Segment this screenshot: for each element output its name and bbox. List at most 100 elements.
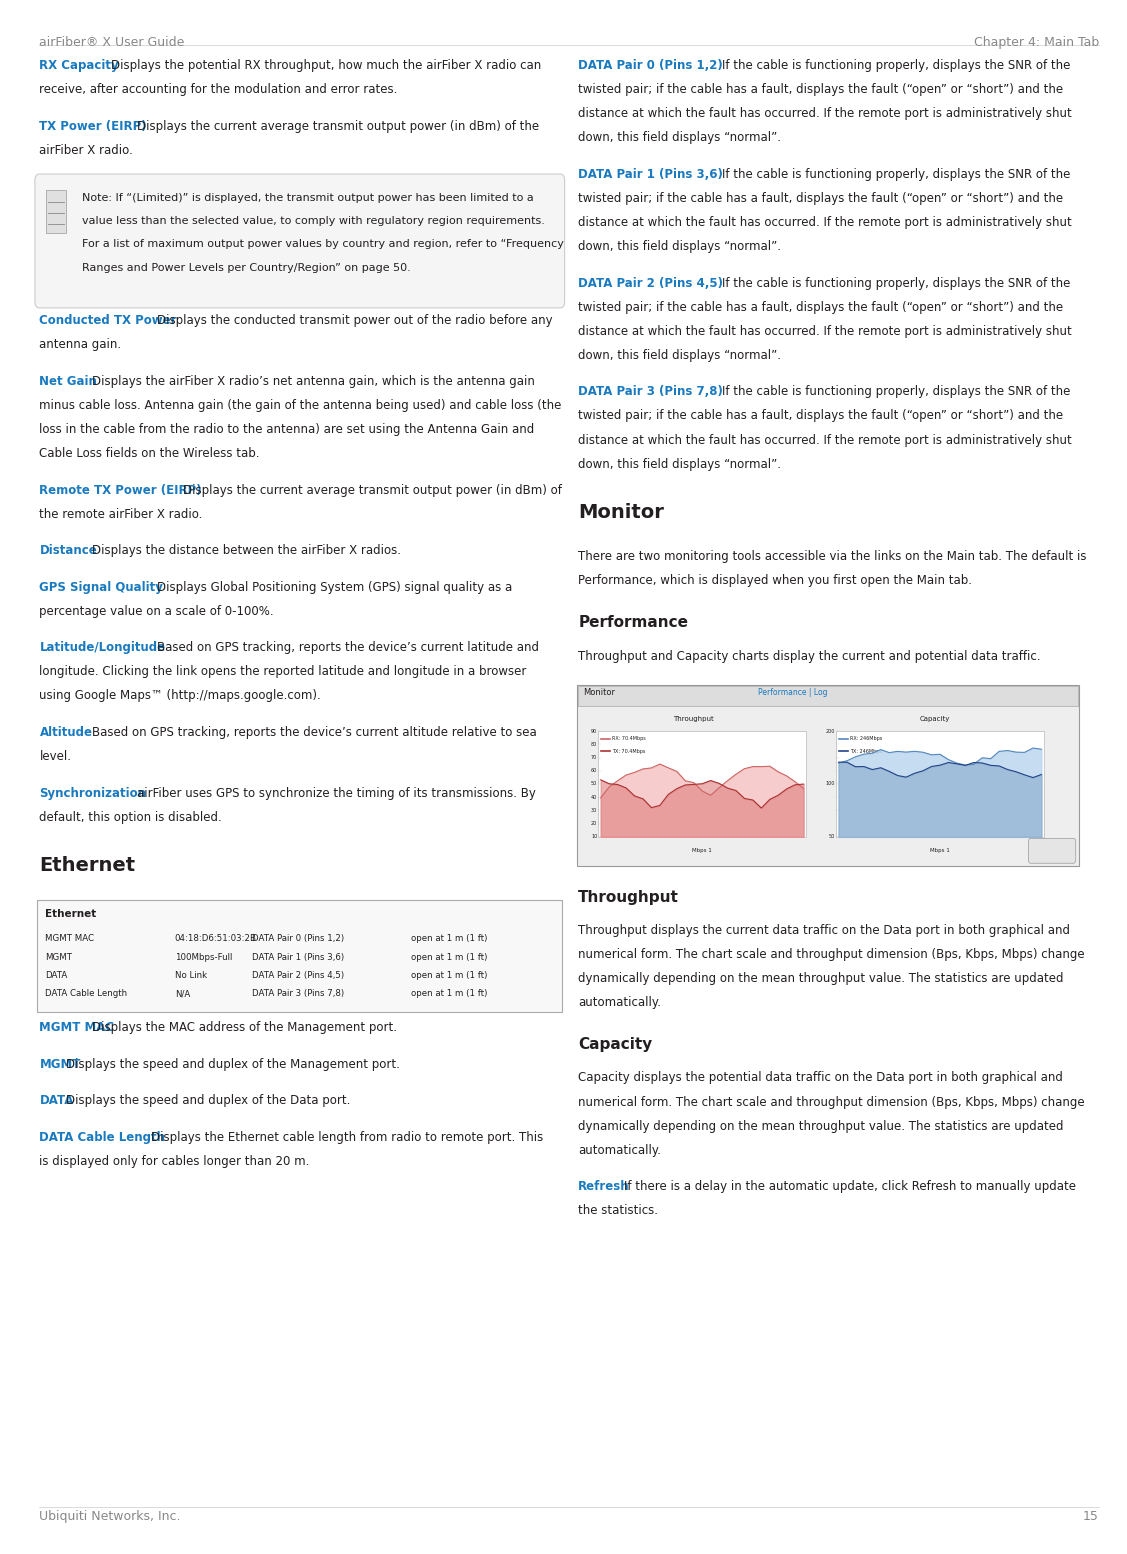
Text: 80: 80	[591, 741, 597, 747]
Text: Net Gain: Net Gain	[39, 375, 97, 388]
Text: using Google Maps™ (http://maps.google.com).: using Google Maps™ (http://maps.google.c…	[39, 690, 321, 702]
Text: TX: 70.4Mbps: TX: 70.4Mbps	[612, 749, 646, 754]
FancyBboxPatch shape	[46, 190, 66, 233]
Text: DATA Pair 0 (Pins 1,2): DATA Pair 0 (Pins 1,2)	[252, 934, 345, 943]
Text: Capacity: Capacity	[920, 715, 950, 721]
Text: Displays the airFiber X radio’s net antenna gain, which is the antenna gain: Displays the airFiber X radio’s net ante…	[91, 375, 534, 388]
Text: If the cable is functioning properly, displays the SNR of the: If the cable is functioning properly, di…	[722, 277, 1071, 289]
Text: automatically.: automatically.	[578, 996, 662, 1009]
Text: Ethernet: Ethernet	[45, 909, 96, 920]
Text: airFiber® X User Guide: airFiber® X User Guide	[39, 36, 185, 48]
Text: TX Power (EIRP): TX Power (EIRP)	[39, 120, 147, 132]
Text: Displays the current average transmit output power (in dBm) of: Displays the current average transmit ou…	[184, 483, 562, 497]
Text: 50: 50	[828, 834, 835, 839]
Text: Synchronization: Synchronization	[39, 786, 147, 800]
Text: Displays Global Positioning System (GPS) signal quality as a: Displays Global Positioning System (GPS)…	[157, 581, 513, 594]
Text: Note: If “(Limited)” is displayed, the transmit output power has been limited to: Note: If “(Limited)” is displayed, the t…	[82, 193, 534, 202]
Text: N/A: N/A	[175, 990, 190, 998]
Text: is displayed only for cables longer than 20 m.: is displayed only for cables longer than…	[39, 1155, 310, 1169]
Text: down, this field displays “normal”.: down, this field displays “normal”.	[578, 131, 781, 145]
Text: 90: 90	[592, 729, 597, 733]
Text: Capacity: Capacity	[578, 1037, 653, 1052]
Text: Distance: Distance	[39, 544, 97, 558]
Text: Monitor: Monitor	[583, 687, 614, 696]
Text: distance at which the fault has occurred. If the remote port is administratively: distance at which the fault has occurred…	[578, 107, 1072, 120]
Text: MGMT: MGMT	[45, 953, 72, 962]
Text: Refresh: Refresh	[578, 1179, 630, 1193]
Text: distance at which the fault has occurred. If the remote port is administratively: distance at which the fault has occurred…	[578, 325, 1072, 337]
Text: open at 1 m (1 ft): open at 1 m (1 ft)	[411, 971, 488, 981]
Text: DATA Pair 1 (Pins 3,6): DATA Pair 1 (Pins 3,6)	[578, 168, 724, 180]
Text: 10: 10	[591, 834, 597, 839]
Text: numerical form. The chart scale and throughput dimension (Bps, Kbps, Mbps) chang: numerical form. The chart scale and thro…	[578, 948, 1085, 960]
Text: default, this option is disabled.: default, this option is disabled.	[39, 811, 222, 824]
Text: longitude. Clicking the link opens the reported latitude and longitude in a brow: longitude. Clicking the link opens the r…	[39, 665, 526, 679]
Text: minus cable loss. Antenna gain (the gain of the antenna being used) and cable lo: minus cable loss. Antenna gain (the gain…	[39, 399, 562, 412]
Text: Performance | Log: Performance | Log	[758, 687, 828, 696]
Text: DATA Pair 1 (Pins 3,6): DATA Pair 1 (Pins 3,6)	[252, 953, 345, 962]
Text: Displays the MAC address of the Management port.: Displays the MAC address of the Manageme…	[91, 1021, 397, 1035]
Text: distance at which the fault has occurred. If the remote port is administratively: distance at which the fault has occurred…	[578, 216, 1072, 228]
Text: If the cable is functioning properly, displays the SNR of the: If the cable is functioning properly, di…	[722, 385, 1071, 398]
Text: distance at which the fault has occurred. If the remote port is administratively: distance at which the fault has occurred…	[578, 434, 1072, 446]
Text: DATA Cable Length: DATA Cable Length	[45, 990, 127, 998]
Text: Ubiquiti Networks, Inc.: Ubiquiti Networks, Inc.	[39, 1510, 181, 1523]
Text: Throughput: Throughput	[578, 889, 680, 904]
Text: 60: 60	[591, 768, 597, 774]
Text: Performance: Performance	[578, 615, 689, 631]
Text: value less than the selected value, to comply with regulatory region requirement: value less than the selected value, to c…	[82, 216, 545, 225]
Text: Throughput: Throughput	[673, 715, 713, 721]
Text: 200: 200	[826, 729, 835, 733]
Text: Conducted TX Power: Conducted TX Power	[39, 314, 177, 328]
Text: MGMT: MGMT	[39, 1058, 81, 1071]
Text: Remote TX Power (EIRP): Remote TX Power (EIRP)	[39, 483, 202, 497]
Text: If there is a delay in the automatic update, click Refresh to manually update: If there is a delay in the automatic upd…	[624, 1179, 1076, 1193]
Text: DATA: DATA	[45, 971, 68, 981]
Text: down, this field displays “normal”.: down, this field displays “normal”.	[578, 348, 781, 362]
Text: RX Capacity: RX Capacity	[39, 59, 119, 71]
Text: open at 1 m (1 ft): open at 1 m (1 ft)	[411, 953, 488, 962]
Text: numerical form. The chart scale and throughput dimension (Bps, Kbps, Mbps) chang: numerical form. The chart scale and thro…	[578, 1096, 1085, 1108]
Text: airFiber X radio.: airFiber X radio.	[39, 143, 133, 157]
Text: twisted pair; if the cable has a fault, displays the fault (“open” or “short”) a: twisted pair; if the cable has a fault, …	[578, 300, 1063, 314]
Text: twisted pair; if the cable has a fault, displays the fault (“open” or “short”) a: twisted pair; if the cable has a fault, …	[578, 191, 1063, 205]
Text: Throughput and Capacity charts display the current and potential data traffic.: Throughput and Capacity charts display t…	[578, 650, 1040, 662]
Text: If the cable is functioning properly, displays the SNR of the: If the cable is functioning properly, di…	[722, 59, 1071, 71]
Text: receive, after accounting for the modulation and error rates.: receive, after accounting for the modula…	[39, 82, 398, 96]
Text: Displays the speed and duplex of the Data port.: Displays the speed and duplex of the Dat…	[65, 1094, 350, 1108]
Text: Based on GPS tracking, reports the device’s current latitude and: Based on GPS tracking, reports the devic…	[157, 642, 539, 654]
Text: open at 1 m (1 ft): open at 1 m (1 ft)	[411, 990, 488, 998]
Text: 70: 70	[591, 755, 597, 760]
Text: Chapter 4: Main Tab: Chapter 4: Main Tab	[974, 36, 1099, 48]
Text: Displays the speed and duplex of the Management port.: Displays the speed and duplex of the Man…	[65, 1058, 399, 1071]
Text: DATA Pair 3 (Pins 7,8): DATA Pair 3 (Pins 7,8)	[252, 990, 345, 998]
Text: Displays the Ethernet cable length from radio to remote port. This: Displays the Ethernet cable length from …	[151, 1131, 543, 1144]
Text: If the cable is functioning properly, displays the SNR of the: If the cable is functioning properly, di…	[722, 168, 1071, 180]
Text: There are two monitoring tools accessible via the links on the Main tab. The def: There are two monitoring tools accessibl…	[578, 550, 1086, 563]
Text: DATA Cable Length: DATA Cable Length	[39, 1131, 166, 1144]
Text: DATA Pair 3 (Pins 7,8): DATA Pair 3 (Pins 7,8)	[578, 385, 724, 398]
Text: 100Mbps-Full: 100Mbps-Full	[175, 953, 232, 962]
Text: Performance, which is displayed when you first open the Main tab.: Performance, which is displayed when you…	[578, 573, 973, 587]
Text: Ranges and Power Levels per Country/Region” on page 50.: Ranges and Power Levels per Country/Regi…	[82, 263, 411, 274]
Text: twisted pair; if the cable has a fault, displays the fault (“open” or “short”) a: twisted pair; if the cable has a fault, …	[578, 82, 1063, 96]
Text: Displays the conducted transmit power out of the radio before any: Displays the conducted transmit power ou…	[157, 314, 552, 328]
Text: Based on GPS tracking, reports the device’s current altitude relative to sea: Based on GPS tracking, reports the devic…	[91, 726, 536, 740]
Text: DATA Pair 0 (Pins 1,2): DATA Pair 0 (Pins 1,2)	[578, 59, 722, 71]
Text: Latitude/Longitude: Latitude/Longitude	[39, 642, 166, 654]
Text: MGMT MAC: MGMT MAC	[45, 934, 94, 943]
Text: RX: 246Mbps: RX: 246Mbps	[850, 737, 882, 741]
Text: 100: 100	[826, 782, 835, 786]
Text: Displays the current average transmit output power (in dBm) of the: Displays the current average transmit ou…	[137, 120, 540, 132]
Text: antenna gain.: antenna gain.	[39, 339, 122, 351]
Text: DATA Pair 2 (Pins 4,5): DATA Pair 2 (Pins 4,5)	[252, 971, 345, 981]
Text: down, this field displays “normal”.: down, this field displays “normal”.	[578, 457, 781, 471]
FancyBboxPatch shape	[598, 730, 806, 836]
Text: dynamically depending on the mean throughput value. The statistics are updated: dynamically depending on the mean throug…	[578, 1119, 1064, 1133]
Text: 40: 40	[591, 794, 597, 800]
Text: automatically.: automatically.	[578, 1144, 662, 1156]
FancyBboxPatch shape	[578, 685, 1079, 706]
Text: No Link: No Link	[175, 971, 207, 981]
Text: 15: 15	[1083, 1510, 1099, 1523]
Text: 50: 50	[591, 782, 597, 786]
